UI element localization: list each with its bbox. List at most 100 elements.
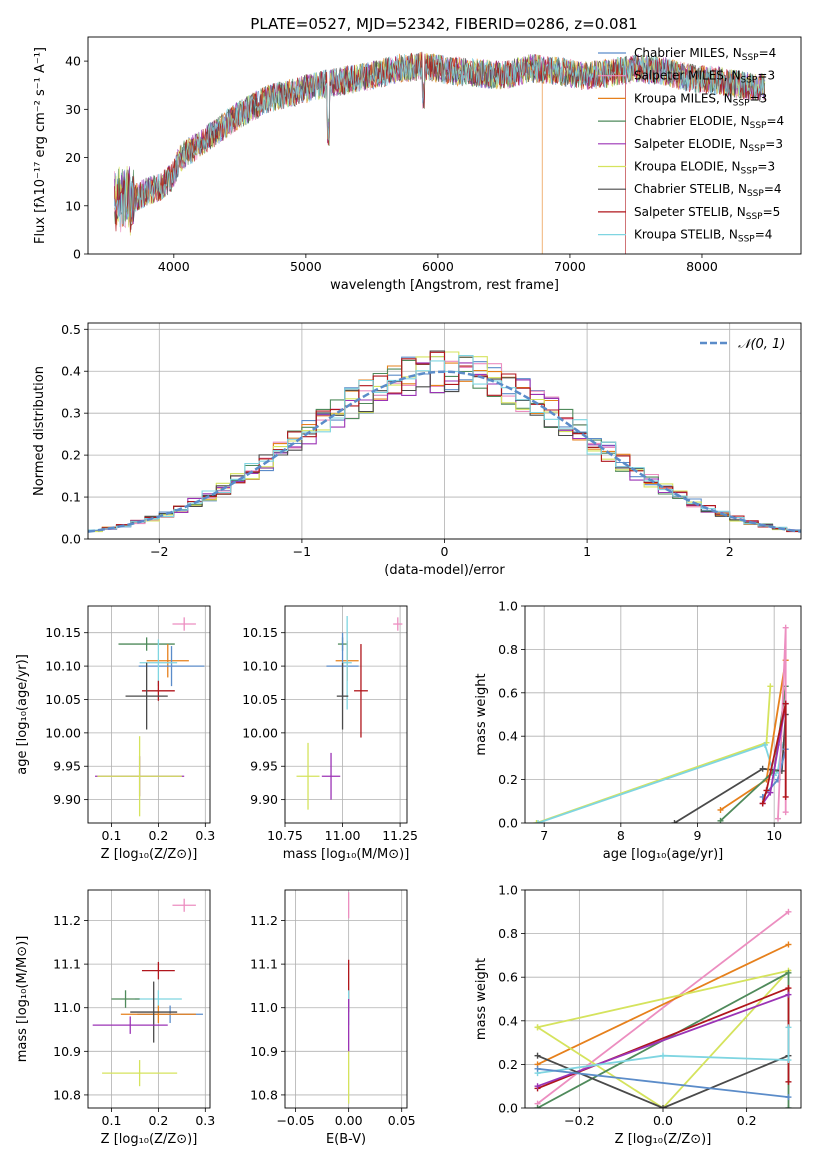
- legend-label: Chabrier ELODIE, NSSP=4: [634, 114, 784, 131]
- x-tick-label: 10.75: [267, 828, 303, 843]
- axes-frame: [524, 889, 802, 1109]
- y-tick-label: 9.90: [53, 792, 81, 807]
- panel-mass-vs-EBV: −0.05 0.00 0.05 10.8 10.9 11.0 11.1 11.2 E(B-V): [250, 889, 416, 1147]
- x-axis-label: mass [log₁₀(M/M⊙)]: [283, 847, 410, 862]
- plot-area: [92, 898, 203, 1087]
- y-tick-label: 11.2: [53, 913, 81, 928]
- series-line: [761, 703, 787, 804]
- y-tick-label: 0: [73, 247, 81, 262]
- legend-subscript: SSP: [748, 144, 765, 154]
- y-tick-label: 11.1: [250, 957, 278, 972]
- legend-label: Chabrier MILES, NSSP=4: [634, 46, 776, 63]
- x-tick-label: 0.1: [102, 1113, 122, 1128]
- y-tick-label: 10.15: [242, 625, 278, 640]
- y-tick-label: 0.6: [498, 970, 518, 985]
- x-axis-label: Z [log₁₀(Z/Z⊙)]: [101, 1132, 198, 1147]
- y-tick-label: 1.0: [498, 883, 518, 898]
- y-tick-label: 0.8: [498, 642, 518, 657]
- x-axis-label: wavelength [Angstrom, rest frame]: [330, 278, 559, 293]
- y-axis-label: Normed distribution: [32, 366, 47, 496]
- x-tick-label: 0.3: [195, 828, 215, 843]
- x-tick-label: 0.2: [737, 1113, 757, 1128]
- legend-subscript: SSP: [738, 235, 755, 245]
- y-tick-label: 10.10: [242, 659, 278, 674]
- x-axis-label: (data-model)/error: [384, 563, 505, 578]
- y-tick-label: 0.6: [498, 685, 518, 700]
- panel-mass-weight-vs-Z: −0.2 0.0 0.2 0.0 0.2 0.4 0.6 0.8 1.0 Z [log₁₀(Z/Z…: [474, 883, 802, 1147]
- x-tick-label: 0.1: [102, 828, 122, 843]
- y-tick-label: 10.05: [45, 692, 81, 707]
- y-tick-label: 0.2: [61, 448, 81, 463]
- plot-area: [296, 616, 403, 810]
- legend-post: =3: [765, 137, 783, 151]
- x-tick-label: 7: [540, 828, 548, 843]
- y-tick-label: 10.9: [53, 1044, 81, 1059]
- y-tick-label: 40: [65, 54, 81, 69]
- y-tick-label: 0.0: [61, 532, 81, 547]
- y-tick-label: 11.0: [53, 1000, 81, 1015]
- y-tick-label: 10: [65, 198, 81, 213]
- y-tick-label: 11.0: [250, 1000, 278, 1015]
- plot-area: [114, 51, 766, 254]
- legend-text: Salpeter STELIB, N: [634, 205, 746, 219]
- y-tick-label: 11.2: [250, 913, 278, 928]
- axes-frame: [87, 36, 802, 255]
- series-line: [114, 52, 766, 254]
- y-tick-label: 30: [65, 102, 81, 117]
- x-tick-label: 1: [583, 544, 591, 559]
- legend-label: Salpeter MILES, NSSP=3: [634, 69, 775, 86]
- legend-text: Kroupa ELODIE, N: [634, 160, 741, 174]
- legend-text: Chabrier MILES, N: [634, 46, 742, 60]
- normal-curve: [88, 370, 801, 533]
- x-tick-label: 7000: [554, 259, 586, 274]
- panels: 4000 5000 6000 7000 8000010203040wavelength …: [15, 36, 802, 1147]
- legend-post: =3: [750, 91, 768, 105]
- legend-text: Chabrier ELODIE, N: [634, 114, 750, 128]
- y-tick-label: 0.0: [498, 1101, 518, 1116]
- series-line: [537, 1067, 789, 1098]
- y-tick-label: 0.0: [498, 816, 518, 831]
- y-tick-label: 9.95: [250, 759, 278, 774]
- x-axis-label: age [log₁₀(age/yr)]: [603, 847, 724, 862]
- legend-text: Chabrier STELIB, N: [634, 182, 747, 196]
- x-tick-label: 0.05: [388, 1113, 416, 1128]
- axes-frame: [87, 889, 211, 1109]
- axes-frame: [87, 322, 802, 540]
- x-tick-label: 6000: [422, 259, 454, 274]
- legend-post: =4: [766, 114, 784, 128]
- legend-text: Salpeter MILES, N: [634, 69, 741, 83]
- x-tick-label: −0.2: [564, 1113, 594, 1128]
- x-tick-label: 9: [694, 828, 702, 843]
- legend-label: Salpeter ELODIE, NSSP=3: [634, 137, 783, 154]
- x-tick-label: 0.2: [148, 1113, 168, 1128]
- x-tick-label: 0.2: [148, 828, 168, 843]
- y-tick-label: 10.05: [242, 692, 278, 707]
- panel-age-vs-Z: 0.1 0.2 0.3 9.90 9.95 10.00 10.05 10.10 10.15 Z […: [15, 605, 215, 862]
- legend-subscript: SSP: [747, 189, 764, 199]
- panel-age-vs-mass: 10.75 11.00 11.25 9.90 9.95 10.00 10.05 10.10 10…: [242, 605, 418, 862]
- y-tick-label: 9.95: [53, 759, 81, 774]
- y-axis-label: mass weight: [474, 958, 489, 1040]
- x-tick-label: 0.3: [195, 1113, 215, 1128]
- y-tick-label: 0.4: [498, 729, 518, 744]
- x-tick-label: 0.00: [335, 1113, 363, 1128]
- legend-text: Kroupa MILES, N: [634, 91, 733, 105]
- legend-subscript: SSP: [746, 212, 763, 222]
- y-tick-label: 10.00: [242, 725, 278, 740]
- panel-mass-vs-Z: 0.1 0.2 0.3 10.8 10.9 11.0 11.1 11.2 Z [log₁₀(Z/…: [15, 889, 215, 1147]
- y-axis-label: mass [log₁₀(M/M⊙)]: [15, 936, 30, 1063]
- series-line: [537, 943, 789, 1066]
- legend-text: Salpeter ELODIE, N: [634, 137, 748, 151]
- y-axis-label: mass weight: [474, 673, 489, 755]
- y-tick-label: 10.9: [250, 1044, 278, 1059]
- legend-post: =4: [755, 228, 773, 242]
- x-tick-label: 8: [617, 828, 625, 843]
- y-tick-label: 10.8: [53, 1087, 81, 1102]
- y-tick-label: 0.4: [61, 364, 81, 379]
- y-tick-label: 0.1: [61, 490, 81, 505]
- legend-label: Chabrier STELIB, NSSP=4: [634, 182, 782, 199]
- x-tick-label: 5000: [290, 259, 322, 274]
- legend-subscript: SSP: [741, 76, 758, 86]
